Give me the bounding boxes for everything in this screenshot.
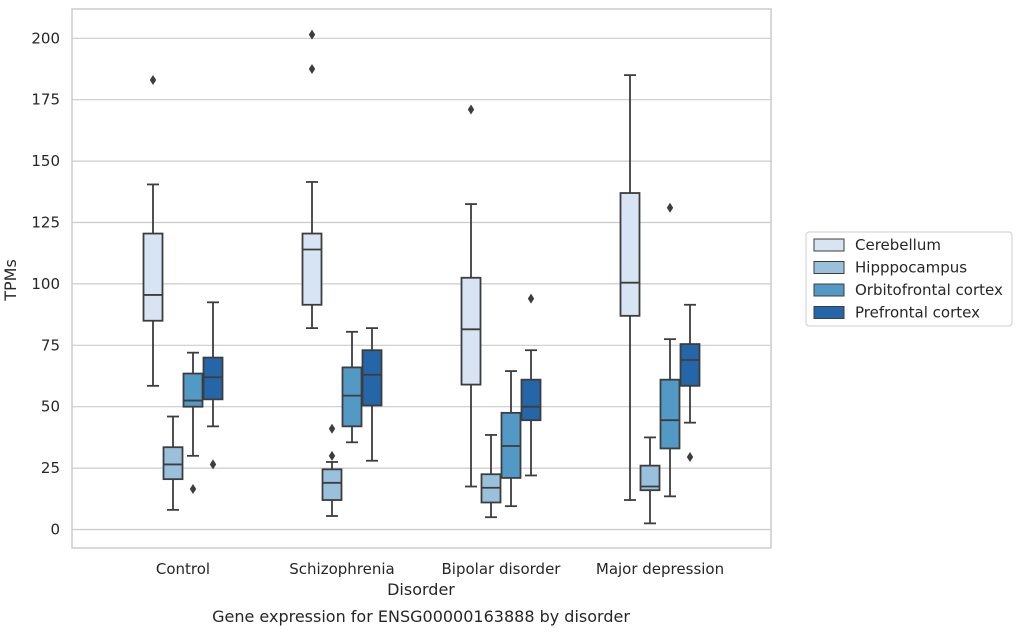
box-cerebellum xyxy=(142,75,164,387)
outlier-point xyxy=(308,29,316,40)
y-tick-label: 75 xyxy=(41,336,60,354)
legend: Cerebellum Hipppocampus Orbitofrontal cort… xyxy=(805,231,1013,327)
box-hipppocampus xyxy=(321,423,343,517)
y-tick-label: 100 xyxy=(31,275,60,293)
box-body xyxy=(460,276,482,386)
box-hipppocampus xyxy=(480,434,502,519)
box-orbitofrontal-cortex xyxy=(182,351,204,494)
y-tick-label: 150 xyxy=(31,152,60,170)
legend-label: Prefrontal cortex xyxy=(855,304,980,322)
outlier-point xyxy=(308,64,316,74)
legend-frame xyxy=(805,231,1013,327)
box-orbitofrontal-cortex xyxy=(341,330,363,444)
gridlines xyxy=(72,37,771,531)
y-tick-label: 200 xyxy=(31,29,60,47)
box-body xyxy=(341,366,363,428)
box-body xyxy=(520,378,542,422)
box-body xyxy=(321,468,343,501)
legend-label: Orbitofrontal cortex xyxy=(855,281,1003,299)
y-tick-label: 25 xyxy=(41,459,60,477)
y-tick-label: 50 xyxy=(41,398,60,416)
y-tick-label: 125 xyxy=(31,214,60,232)
box-body xyxy=(142,232,164,322)
box-body xyxy=(639,464,661,492)
x-tick-label: Bipolar disorder xyxy=(442,560,562,578)
legend-label: Cerebellum xyxy=(855,236,941,254)
box-prefrontal-cortex xyxy=(679,303,701,463)
box-cerebellum xyxy=(619,74,641,501)
legend-swatch xyxy=(813,261,845,274)
x-axis-label: Disorder xyxy=(387,580,455,599)
box-groups xyxy=(142,29,701,525)
box-body xyxy=(182,372,204,408)
outlier-point xyxy=(328,423,336,434)
box-prefrontal-cortex xyxy=(520,293,542,477)
legend-swatch xyxy=(813,306,845,319)
box-orbitofrontal-cortex xyxy=(500,370,522,508)
x-tick-label: Major depression xyxy=(596,560,724,578)
y-tick-label: 175 xyxy=(31,91,60,109)
box-body xyxy=(301,232,323,306)
box-hipppocampus xyxy=(639,436,661,525)
y-tick-label: 0 xyxy=(50,521,60,539)
outlier-point xyxy=(149,75,157,86)
box-cerebellum xyxy=(460,104,482,488)
x-axis-ticks: Control Schizophrenia Bipolar disorder Majo… xyxy=(156,560,724,578)
box-body xyxy=(361,349,383,407)
box-body xyxy=(202,356,224,401)
legend-swatch xyxy=(813,238,845,252)
outlier-point xyxy=(467,104,475,115)
outlier-point xyxy=(527,293,535,304)
box-cerebellum xyxy=(301,29,323,330)
x-tick-label: Control xyxy=(156,560,210,578)
legend-label: Hipppocampus xyxy=(855,259,967,277)
box-prefrontal-cortex xyxy=(361,327,383,462)
y-axis-label: TPMs xyxy=(1,259,20,302)
legend-swatch xyxy=(813,283,845,297)
box-orbitofrontal-cortex xyxy=(659,202,681,498)
y-axis-ticks: 0 25 50 75 100 125 150 175 200 xyxy=(31,29,60,538)
box-body xyxy=(679,343,701,387)
outlier-point xyxy=(209,459,217,470)
outlier-point xyxy=(666,202,674,213)
plot-area xyxy=(71,8,772,549)
box-body xyxy=(162,446,184,481)
box-body xyxy=(659,378,681,450)
outlier-point xyxy=(328,450,336,461)
box-hipppocampus xyxy=(162,415,184,511)
outlier-point xyxy=(686,452,694,463)
chart-caption: Gene expression for ENSG00000163888 by d… xyxy=(212,607,630,626)
outlier-point xyxy=(189,483,197,494)
box-body xyxy=(619,192,641,317)
box-prefrontal-cortex xyxy=(202,301,224,470)
x-tick-label: Schizophrenia xyxy=(289,560,394,578)
